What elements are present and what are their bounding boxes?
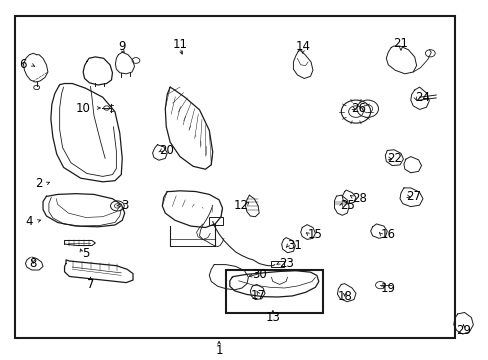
Text: 19: 19 xyxy=(380,282,395,295)
Bar xyxy=(15,16,454,338)
Text: 16: 16 xyxy=(380,228,395,241)
Text: 1: 1 xyxy=(215,345,223,357)
Text: 15: 15 xyxy=(307,228,322,241)
Text: 31: 31 xyxy=(287,239,302,252)
Text: 26: 26 xyxy=(350,102,366,115)
Bar xyxy=(225,270,322,313)
Text: 12: 12 xyxy=(233,199,248,212)
Text: 2: 2 xyxy=(36,177,43,190)
Text: 29: 29 xyxy=(455,324,470,337)
Text: 28: 28 xyxy=(351,192,366,204)
Text: 23: 23 xyxy=(278,257,293,270)
Text: 17: 17 xyxy=(250,289,265,302)
Text: 30: 30 xyxy=(251,268,266,281)
Text: 3: 3 xyxy=(121,199,128,212)
Text: 13: 13 xyxy=(265,311,280,324)
Text: 7: 7 xyxy=(86,278,94,291)
Text: 24: 24 xyxy=(414,91,429,104)
Text: 11: 11 xyxy=(172,39,187,51)
Text: 25: 25 xyxy=(339,199,354,212)
Text: 10: 10 xyxy=(76,102,90,114)
Text: 21: 21 xyxy=(393,37,407,50)
Text: 6: 6 xyxy=(20,58,27,71)
Text: 8: 8 xyxy=(29,257,37,270)
Text: 20: 20 xyxy=(159,144,173,157)
Bar xyxy=(271,261,284,267)
Text: 18: 18 xyxy=(337,291,351,303)
Text: 5: 5 xyxy=(82,247,89,260)
Text: 4: 4 xyxy=(26,215,33,228)
Bar xyxy=(209,217,223,225)
Text: 14: 14 xyxy=(295,40,310,53)
Text: 27: 27 xyxy=(405,190,420,203)
Text: 22: 22 xyxy=(386,152,402,165)
Text: 9: 9 xyxy=(118,40,126,53)
